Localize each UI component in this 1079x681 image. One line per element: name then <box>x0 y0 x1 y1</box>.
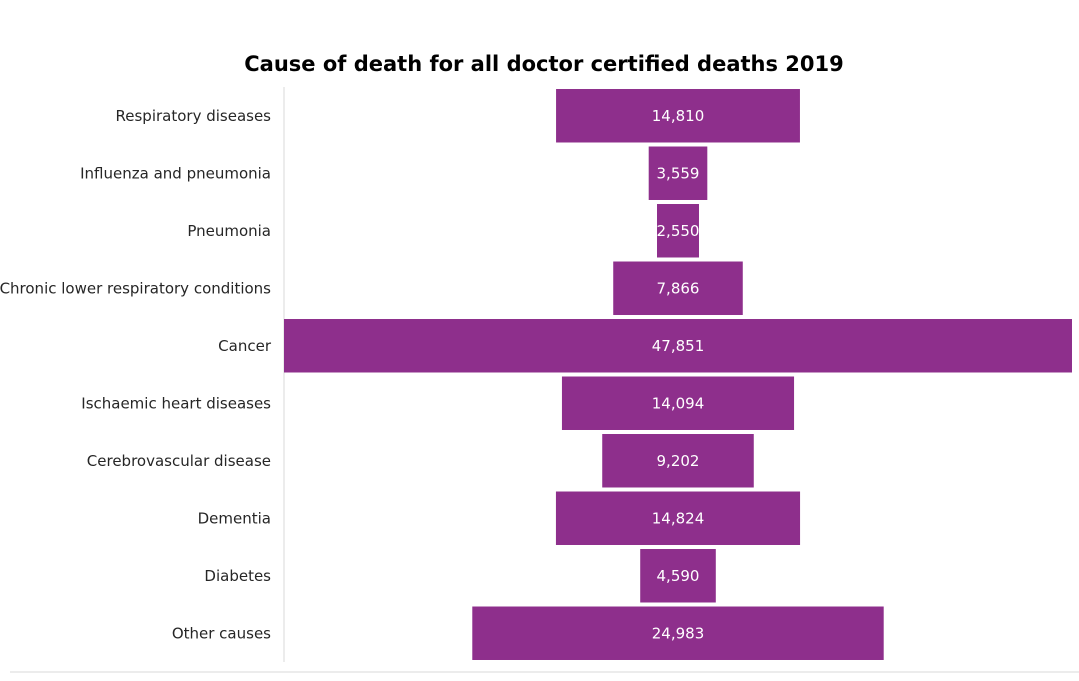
category-label-8: Diabetes <box>204 567 271 585</box>
bar-8 <box>640 549 716 603</box>
category-label-6: Cerebrovascular disease <box>87 452 271 470</box>
bar-3 <box>613 261 743 315</box>
value-label-3: 7,866 <box>657 279 700 297</box>
value-label-2: 2,550 <box>657 222 700 240</box>
bar-2 <box>657 204 699 258</box>
bar-0 <box>556 89 800 143</box>
category-label-0: Respiratory diseases <box>116 107 272 125</box>
bar-6 <box>602 434 754 488</box>
bar-5 <box>561 376 795 430</box>
category-label-1: Influenza and pneumonia <box>80 164 271 182</box>
value-label-7: 14,824 <box>652 509 705 527</box>
value-label-5: 14,094 <box>652 394 705 412</box>
value-label-9: 24,983 <box>652 624 705 642</box>
value-label-4: 47,851 <box>652 337 705 355</box>
category-label-9: Other causes <box>172 624 271 642</box>
category-label-7: Dementia <box>198 509 271 527</box>
bar-9 <box>472 606 884 660</box>
bar-1 <box>648 146 708 200</box>
bars-group <box>284 89 1072 660</box>
value-label-1: 3,559 <box>657 164 700 182</box>
chart-title: Cause of death for all doctor certified … <box>244 52 843 76</box>
bar-4 <box>284 319 1072 373</box>
category-label-3: Chronic lower respiratory conditions <box>0 279 271 297</box>
category-labels-group: Respiratory diseases Influenza and pneumo… <box>0 107 272 643</box>
bar-7 <box>555 491 801 545</box>
value-label-6: 9,202 <box>657 452 700 470</box>
category-label-4: Cancer <box>218 337 272 355</box>
category-label-2: Pneumonia <box>187 222 271 240</box>
category-label-5: Ischaemic heart diseases <box>81 394 271 412</box>
value-label-8: 4,590 <box>657 567 700 585</box>
value-labels-group: 14,810 3,559 2,550 7,866 47,851 14,094 9,202 14… <box>652 107 705 643</box>
value-label-0: 14,810 <box>652 107 705 125</box>
